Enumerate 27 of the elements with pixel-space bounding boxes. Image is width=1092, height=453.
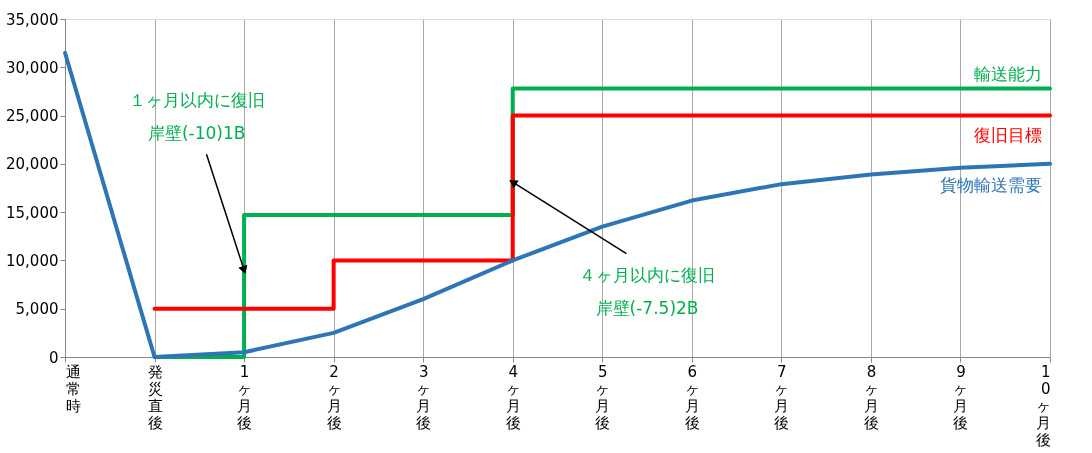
x-tick-label: 5ヶ月後 (595, 362, 611, 432)
x-tick-label: 2ヶ月後 (326, 362, 342, 432)
y-tick-label: 25,000 (6, 107, 59, 126)
series-label: 輸送能力 (974, 63, 1042, 84)
series-label: 貨物輸送需要 (940, 174, 1042, 195)
x-tick-label: 通常時 (65, 362, 81, 415)
x-tick-label: 7ヶ月後 (774, 362, 790, 432)
x-tick-label: 4ヶ月後 (505, 362, 521, 432)
annotation: １ヶ月以内に復旧 (128, 90, 265, 111)
y-tick-label: 20,000 (6, 155, 59, 174)
x-tick-label: 6ヶ月後 (684, 362, 700, 432)
series-label: 復旧目標 (974, 124, 1042, 145)
x-tick-label: 3ヶ月後 (416, 362, 432, 432)
x-tick-label: 9ヶ月後 (953, 362, 969, 432)
annotation: 岸壁(-10)1B (147, 122, 246, 143)
y-tick-label: 5,000 (15, 300, 59, 319)
x-tick-label: 1ヶ月後 (237, 362, 253, 432)
x-tick-label: 10ヶ月後 (1035, 362, 1051, 449)
y-tick-label: 35,000 (6, 10, 59, 29)
x-tick-label: 8ヶ月後 (863, 362, 879, 432)
y-tick-label: 30,000 (6, 58, 59, 77)
annotation: ４ヶ月以内に復旧 (579, 264, 716, 285)
y-tick-label: 15,000 (6, 203, 59, 222)
x-tick-label: 発災直後 (147, 362, 163, 432)
y-tick-label: 0 (48, 348, 59, 367)
annotation: 岸壁(-7.5)2B (595, 297, 699, 318)
y-tick-label: 10,000 (6, 251, 59, 270)
